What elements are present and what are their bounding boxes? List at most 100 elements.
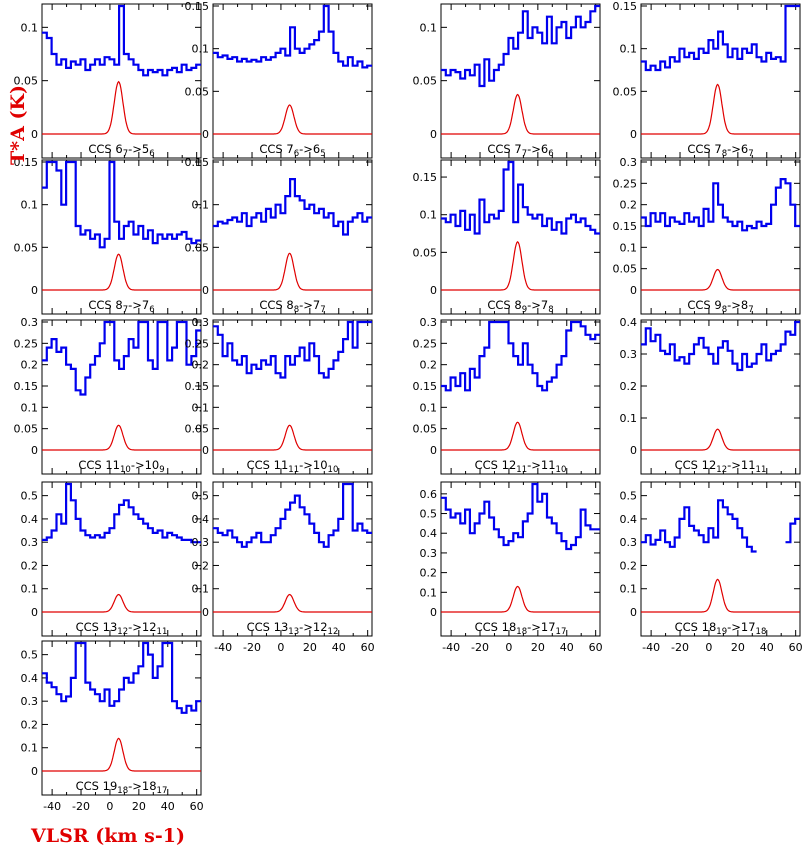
y-tick-label: 0.1 (620, 412, 638, 425)
y-tick-label: 0.05 (14, 75, 39, 88)
panel-frame (212, 481, 373, 637)
model-spectrum (213, 593, 372, 613)
observed-spectrum (42, 320, 201, 396)
transition-label: CCS 1918->1817 (76, 779, 168, 796)
y-tick-label: 0.05 (613, 85, 638, 98)
y-tick-label: 0 (430, 606, 437, 619)
y-tick-label: 0.3 (420, 547, 438, 560)
y-tick-label: 0.4 (620, 316, 638, 329)
transition-label: CCS 89->78 (487, 298, 553, 315)
y-tick-label: 0 (202, 606, 209, 619)
model-spectrum (441, 421, 600, 451)
y-tick-label: 0 (630, 444, 637, 457)
y-tick-label: 0.2 (21, 559, 39, 572)
y-tick-label: 0.1 (21, 199, 39, 212)
y-tick-label: 0.05 (413, 246, 438, 259)
y-tick-label: 0.5 (21, 490, 39, 503)
y-tick-label: 0.2 (21, 359, 39, 372)
observed-spectrum (213, 4, 372, 69)
y-tick-label: 0 (31, 284, 38, 297)
observed-spectrum (42, 641, 201, 714)
spectrum-panel: 0 0.1 0.2 0.3 0.4 CCS 1212->1111 (620, 316, 801, 475)
y-tick-label: 0.15 (413, 380, 438, 393)
spectrum-panel: 0 0.05 0.1 0.15 CCS 88->77 (185, 156, 373, 315)
y-tick-label: 0.05 (185, 241, 210, 254)
y-tick-label: 0.5 (21, 649, 39, 662)
y-tick-label: 0.25 (413, 337, 438, 350)
observed-spectrum (641, 499, 800, 553)
y-tick-label: 0.3 (21, 695, 39, 708)
transition-label: CCS 1111->1010 (247, 458, 339, 475)
observed-spectrum (441, 160, 600, 235)
y-tick-label: 0.1 (420, 586, 438, 599)
transition-label: CCS 1818->1717 (475, 620, 567, 637)
transition-label: CCS 77->66 (487, 142, 553, 159)
y-axis-label: T*A (K) (7, 85, 29, 165)
x-tick-label: 40 (161, 800, 175, 813)
panel-frame (640, 3, 801, 159)
model-spectrum (213, 104, 372, 135)
model-spectrum (641, 268, 800, 291)
x-tick-label: -40 (43, 800, 61, 813)
y-tick-label: 0.4 (192, 513, 210, 526)
transition-label: CCS 88->77 (259, 298, 325, 315)
y-tick-label: 0.05 (14, 423, 39, 436)
y-tick-label: 0.3 (21, 536, 39, 549)
transition-label: CCS 1819->1718 (675, 620, 767, 637)
panel-frame (440, 159, 601, 315)
x-tick-label: 60 (789, 641, 803, 654)
y-tick-label: 0.4 (21, 672, 39, 685)
observed-spectrum (42, 4, 201, 77)
y-tick-label: 0 (430, 444, 437, 457)
panel-frame (640, 319, 801, 475)
model-spectrum (42, 593, 201, 613)
observed-spectrum (441, 320, 600, 392)
y-tick-label: 0.1 (620, 241, 638, 254)
x-tick-label: 40 (332, 641, 346, 654)
y-tick-label: 0.5 (192, 490, 210, 503)
x-tick-label: 20 (303, 641, 317, 654)
y-tick-label: 0.5 (420, 508, 438, 521)
x-axis-label: VLSR (km s-1) (30, 825, 185, 847)
x-tick-label: -20 (671, 641, 689, 654)
spectrum-panel: 0 0.05 0.1 0.15 CCS 87->76 (14, 156, 202, 315)
panel-frame (41, 481, 202, 637)
panel-frame (640, 159, 801, 315)
y-tick-label: 0.1 (192, 199, 210, 212)
y-tick-label: 0.1 (192, 401, 210, 414)
model-spectrum (641, 428, 800, 451)
spectrum-panel: 0 0.1 0.2 0.3 0.4 0.5 0.6 -40 -20 0 20 40 60 CCS 1818… (420, 481, 603, 654)
x-tick-label: 40 (560, 641, 574, 654)
y-tick-label: 0.1 (192, 43, 210, 56)
observed-spectrum (213, 320, 372, 379)
model-spectrum (42, 424, 201, 451)
model-spectrum (441, 585, 600, 613)
y-tick-label: 0.2 (192, 559, 210, 572)
observed-spectrum (441, 4, 600, 88)
y-tick-label: 0.1 (21, 21, 39, 34)
y-tick-label: 0.2 (420, 359, 438, 372)
spectrum-panel: 0 0.05 0.1 CCS 77->66 (413, 3, 601, 159)
y-tick-label: 0.15 (185, 0, 210, 13)
transition-label: CCS 1212->1111 (675, 458, 767, 475)
x-tick-label: 20 (132, 800, 146, 813)
transition-label: CCS 98->87 (687, 298, 753, 315)
x-tick-label: 0 (106, 800, 113, 813)
x-tick-label: 20 (731, 641, 745, 654)
y-tick-label: 0.3 (620, 536, 638, 549)
y-tick-label: 0.4 (620, 513, 638, 526)
y-tick-label: 0 (31, 765, 38, 778)
y-tick-label: 0 (430, 284, 437, 297)
model-spectrum (213, 424, 372, 451)
spectrum-panel: 0 0.1 0.2 0.3 0.4 0.5 CCS 1312->1211 (21, 481, 202, 637)
spectrum-panel: 0 0.1 0.2 0.3 0.4 0.5 -40 -20 0 20 40 60 CCS 1819->1… (620, 481, 803, 654)
panel-frame (41, 159, 202, 315)
panel-frame (41, 640, 202, 796)
model-spectrum (213, 252, 372, 291)
y-tick-label: 0.4 (420, 527, 438, 540)
y-tick-label: 0.1 (21, 583, 39, 596)
y-tick-label: 0 (202, 284, 209, 297)
x-tick-label: -40 (442, 641, 460, 654)
panels-group: 0 0.05 0.1 CCS 67->56 0 0.05 0.1 0.15 CCS 76->65… (14, 0, 803, 813)
